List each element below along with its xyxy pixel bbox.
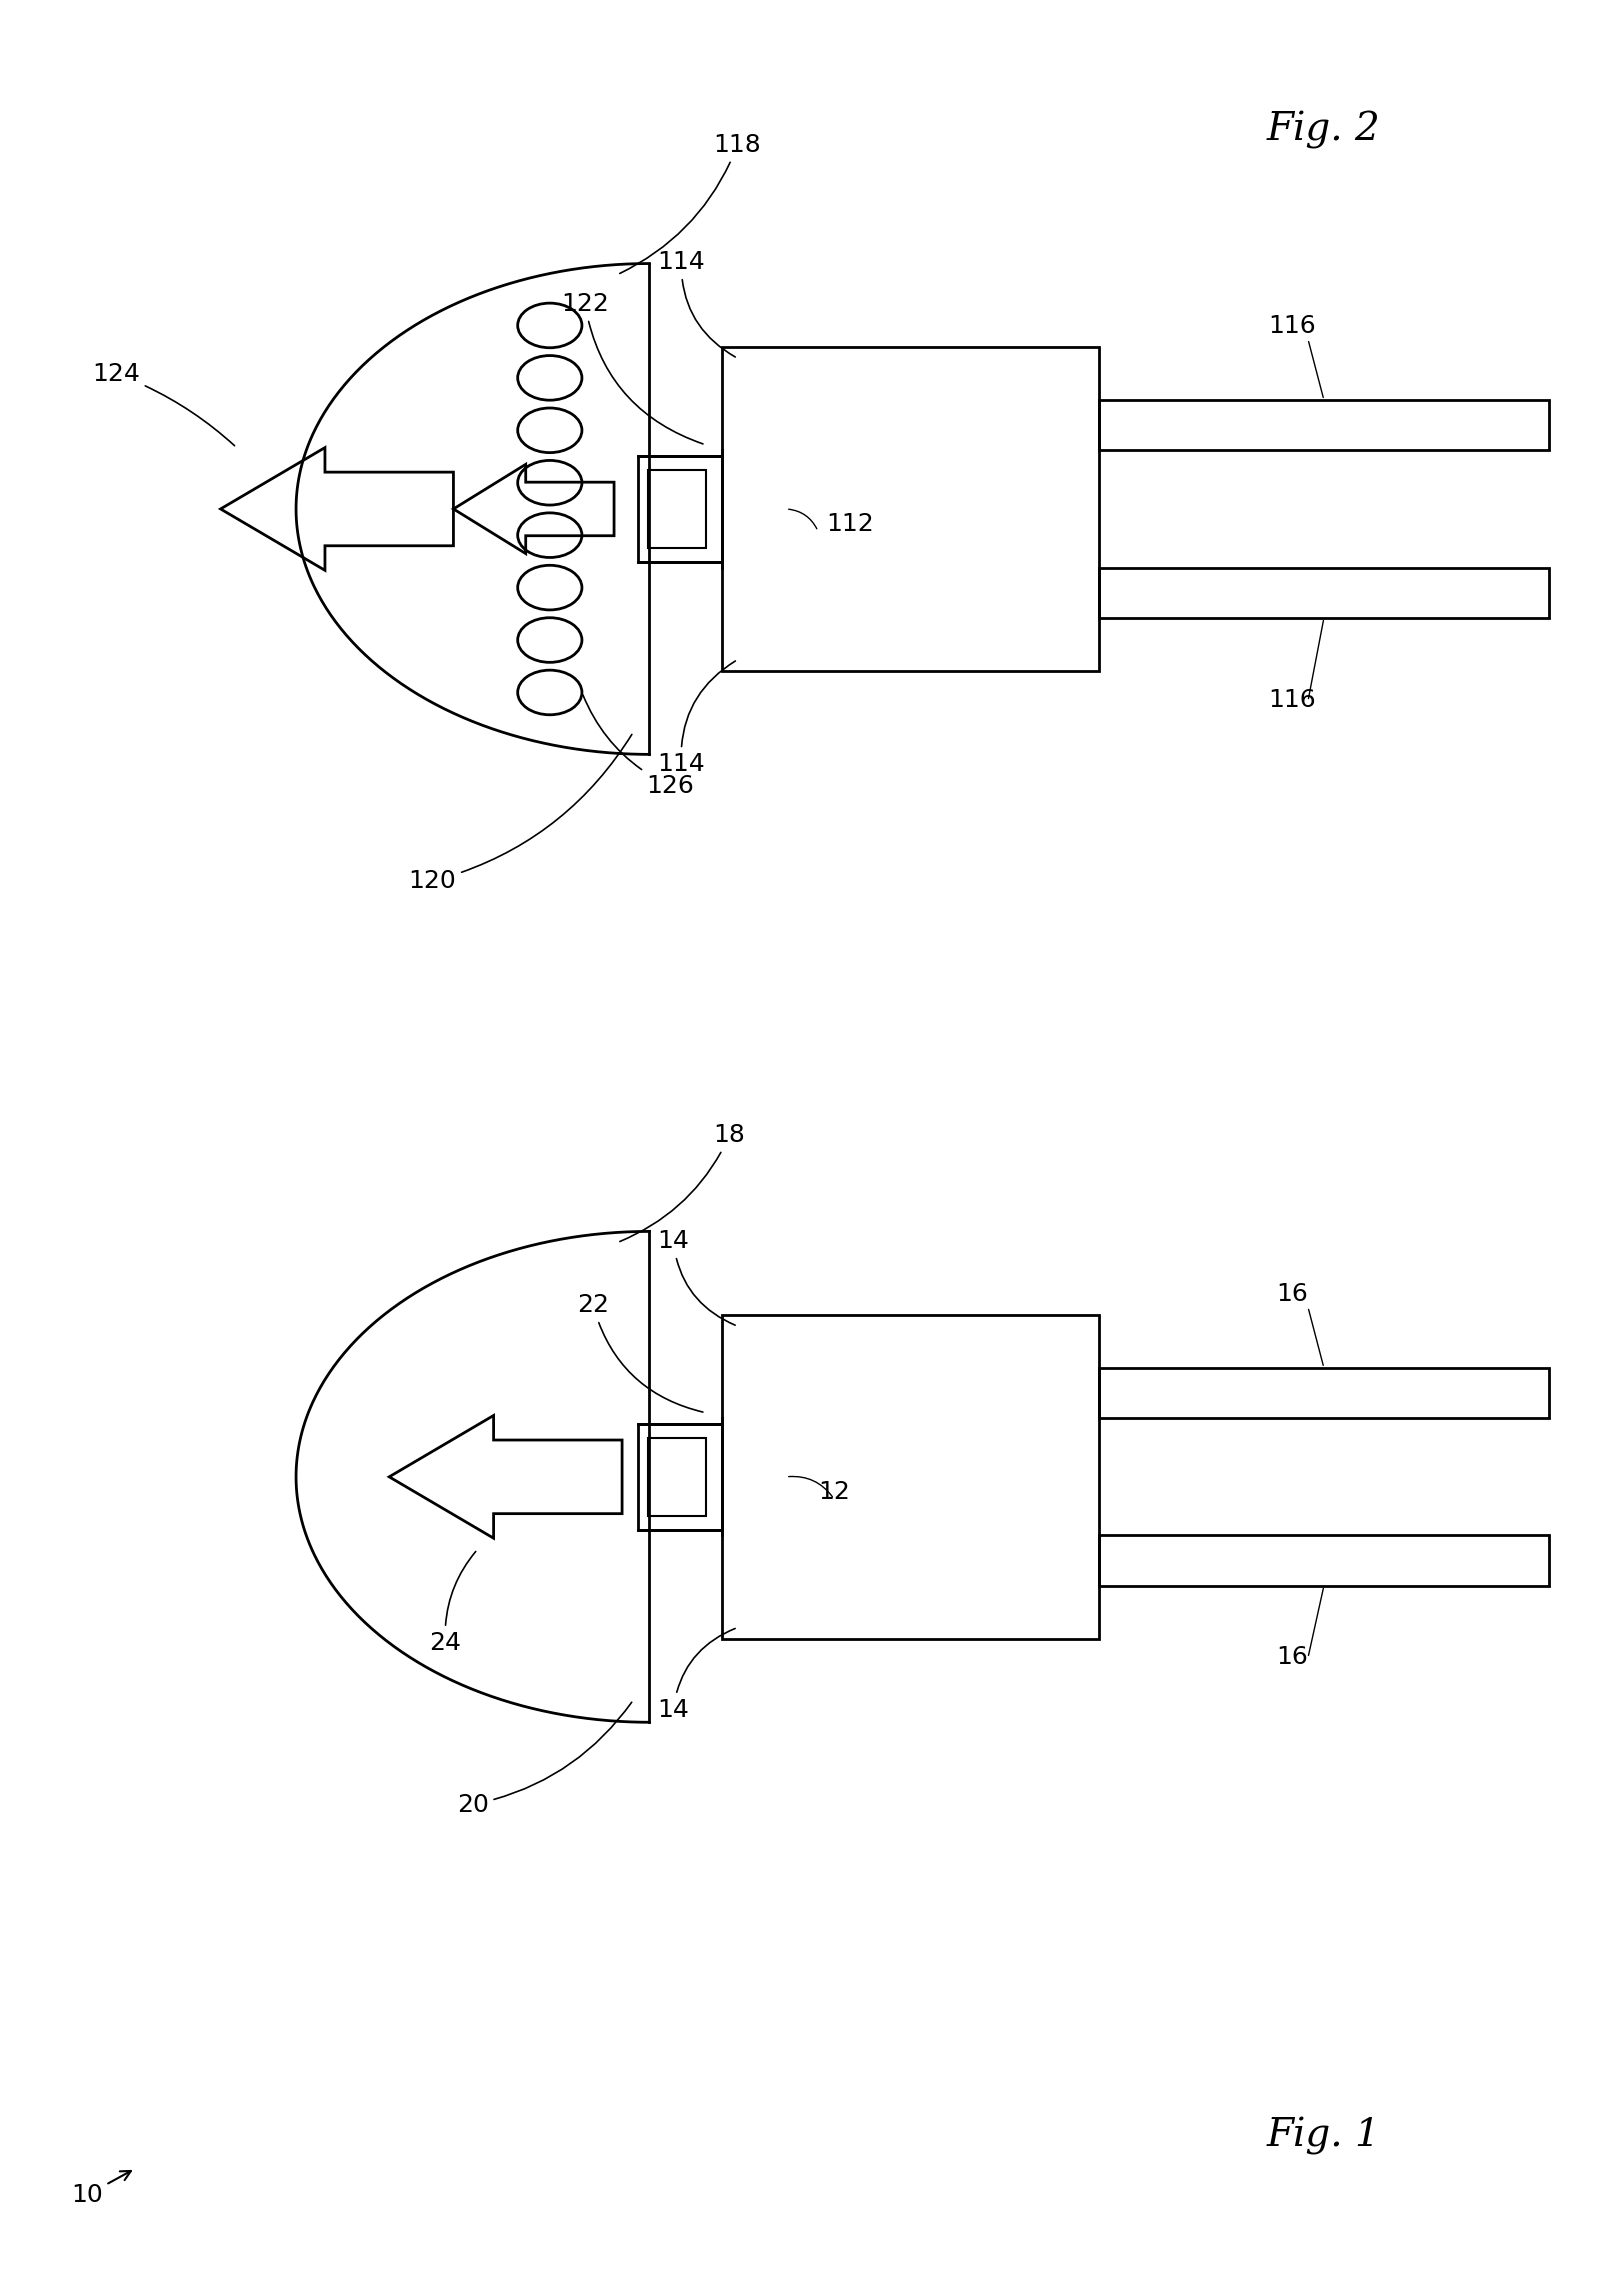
Text: 114: 114 xyxy=(658,661,735,775)
Text: 114: 114 xyxy=(658,249,735,357)
Text: 112: 112 xyxy=(826,512,875,535)
Text: Fig. 1: Fig. 1 xyxy=(1267,2118,1380,2154)
Text: 16: 16 xyxy=(1277,1644,1307,1670)
Bar xyxy=(721,1315,1098,1637)
Text: 122: 122 xyxy=(561,293,703,444)
Text: 126: 126 xyxy=(583,695,693,798)
Bar xyxy=(648,469,706,549)
Bar xyxy=(638,455,721,563)
Bar xyxy=(1098,1535,1549,1585)
Bar xyxy=(1098,400,1549,451)
Bar xyxy=(1098,1368,1549,1418)
Text: 16: 16 xyxy=(1277,1283,1307,1306)
Bar xyxy=(638,1425,721,1530)
Text: 118: 118 xyxy=(620,133,761,274)
Bar xyxy=(648,1439,706,1516)
Bar xyxy=(1098,567,1549,617)
Text: 24: 24 xyxy=(429,1551,476,1656)
Text: 116: 116 xyxy=(1268,688,1315,711)
Bar xyxy=(721,348,1098,670)
Text: 18: 18 xyxy=(620,1123,745,1242)
Text: 22: 22 xyxy=(577,1292,703,1411)
Text: Fig. 2: Fig. 2 xyxy=(1267,112,1380,149)
Text: 14: 14 xyxy=(658,1628,735,1722)
Text: 124: 124 xyxy=(92,361,235,446)
Text: 10: 10 xyxy=(71,2170,131,2207)
Text: 12: 12 xyxy=(818,1480,850,1505)
Text: 116: 116 xyxy=(1268,313,1315,338)
Text: 120: 120 xyxy=(408,734,632,894)
Text: 20: 20 xyxy=(457,1702,632,1816)
Text: 14: 14 xyxy=(658,1228,735,1324)
